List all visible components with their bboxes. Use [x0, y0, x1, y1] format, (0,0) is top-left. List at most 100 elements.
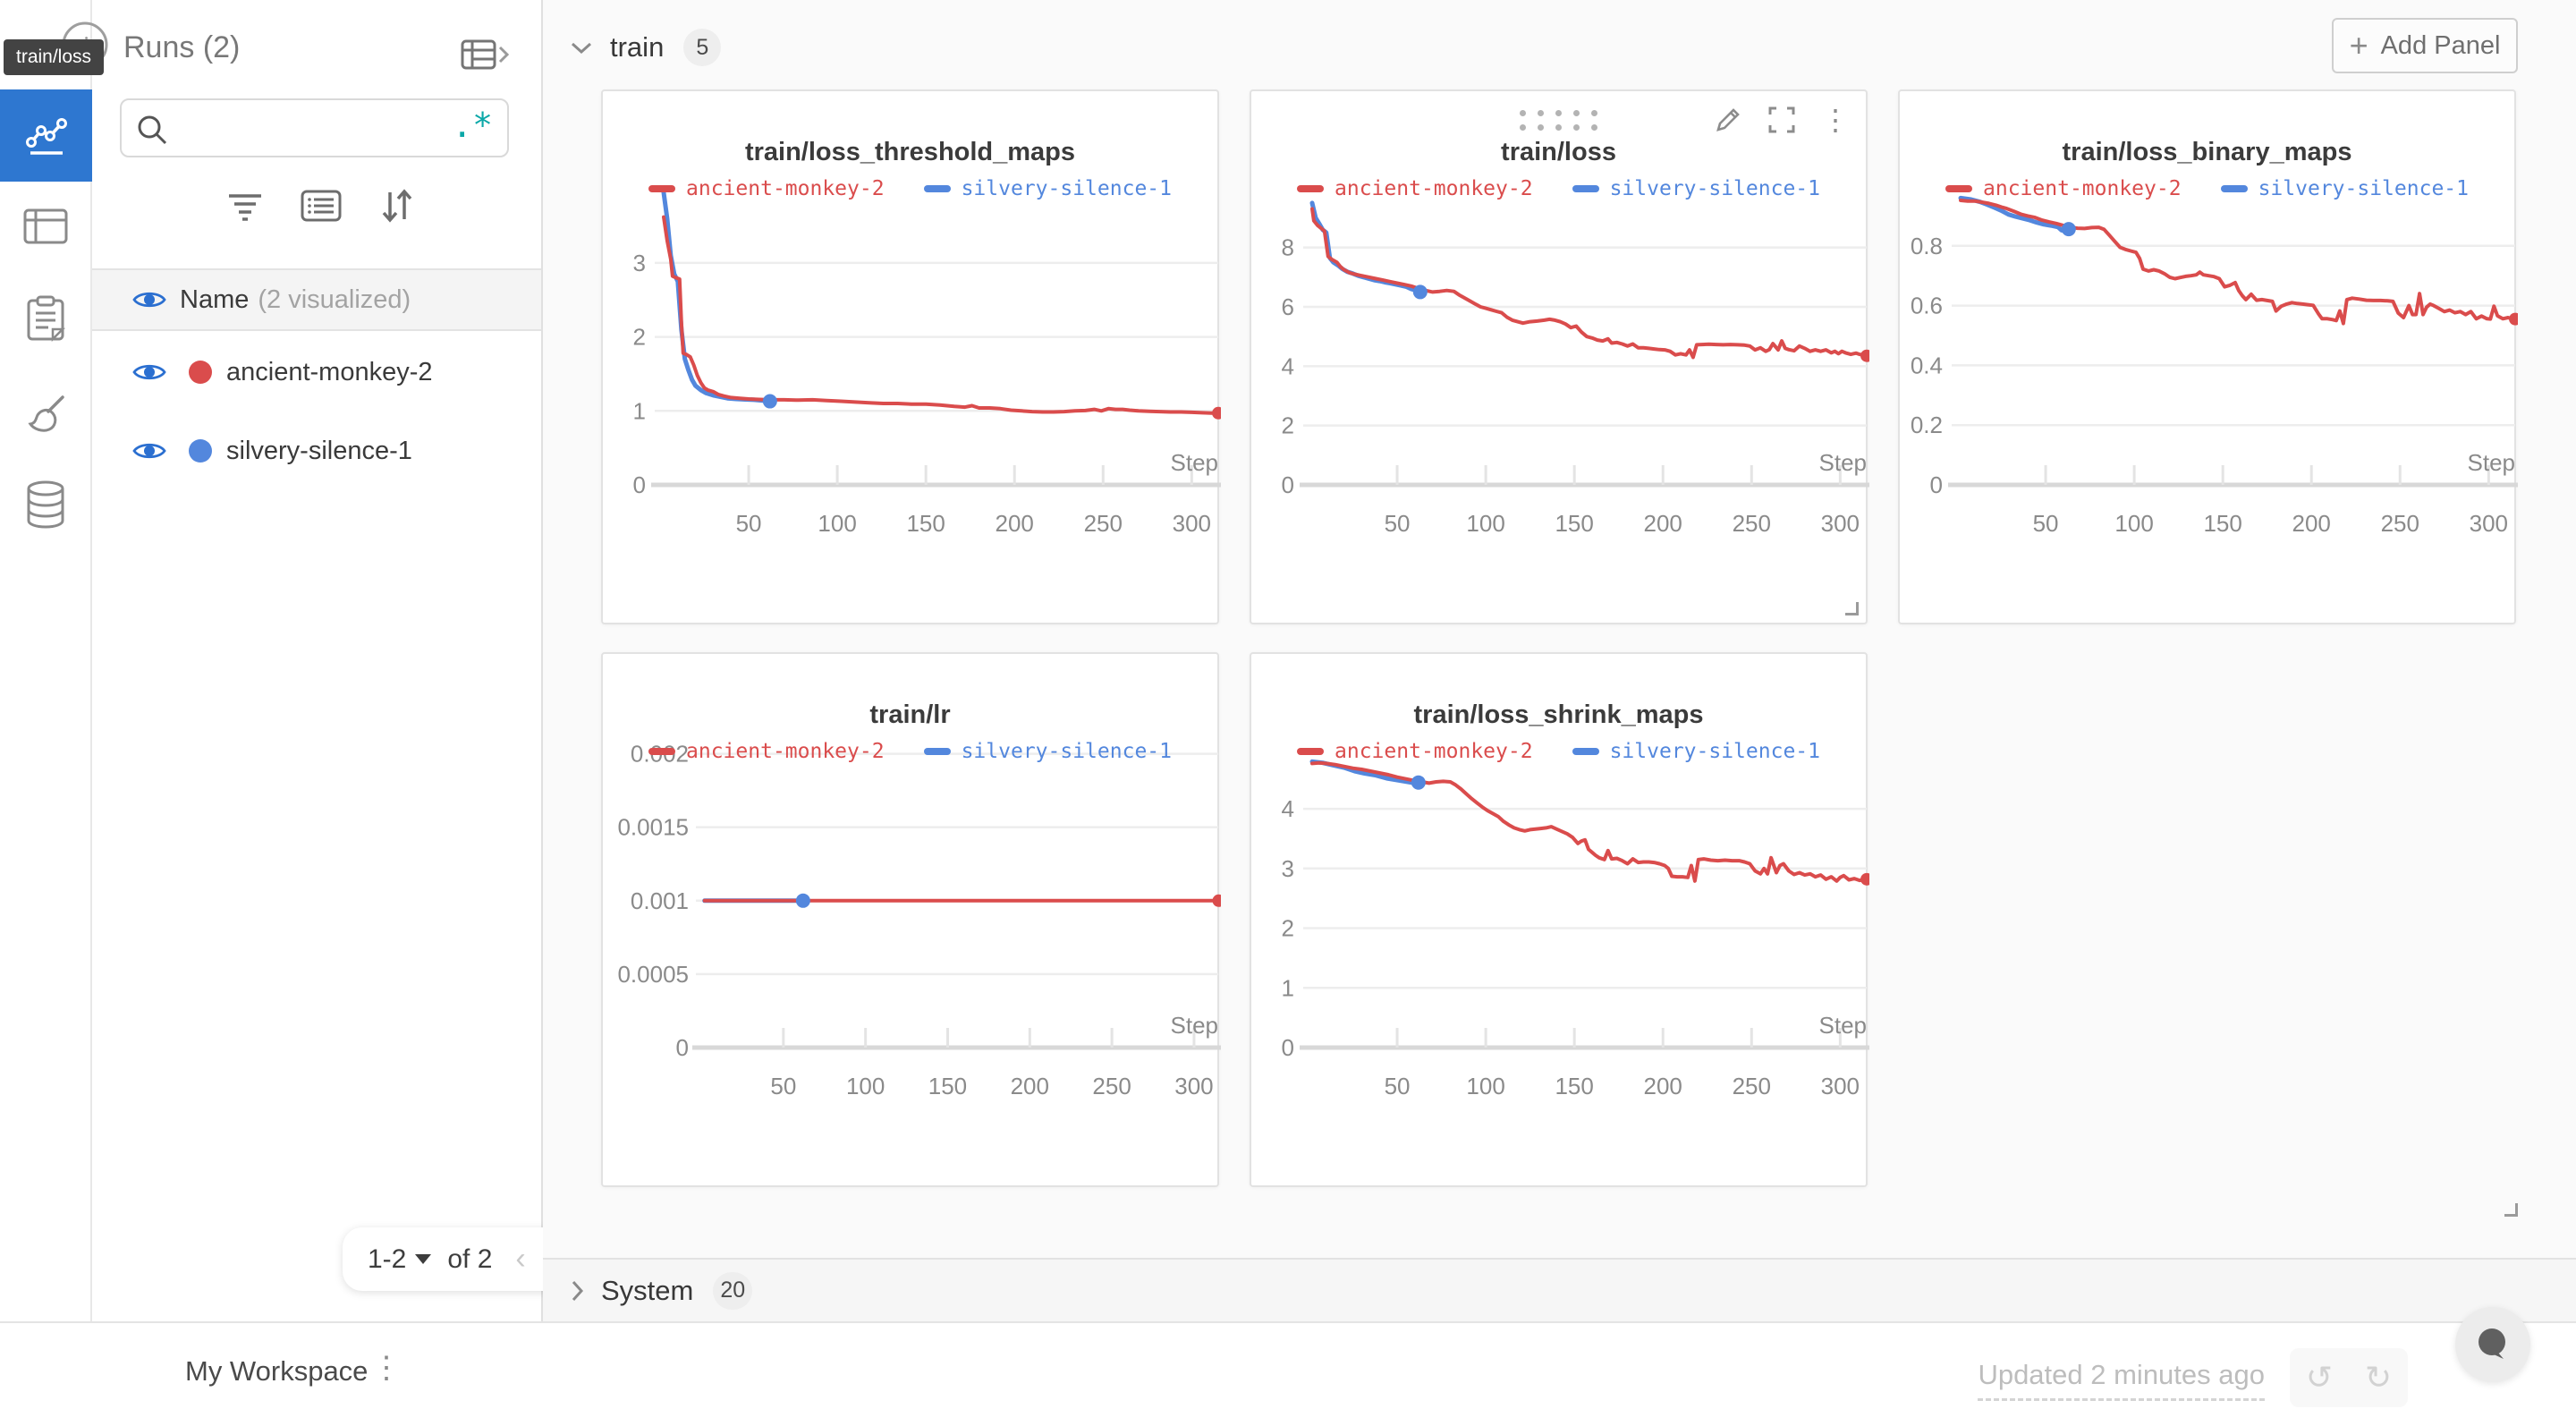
run-color-dot [189, 361, 212, 384]
line-chart-icon [25, 117, 67, 155]
svg-text:Step: Step [1171, 449, 1219, 476]
legend-dash [923, 748, 951, 755]
chart-panel[interactable]: 0 1 2 3 4 50 100 150 200 250 300 Step train/loss_sh… [1250, 652, 1869, 1187]
chart-panel[interactable]: 00.00050.0010.00150.00250100150200250300… [601, 652, 1221, 1187]
svg-text:3: 3 [633, 250, 646, 276]
runs-column-header[interactable]: Name (2 visualized) [92, 268, 541, 331]
legend-dash [1297, 748, 1325, 755]
chevron-down-icon[interactable] [569, 39, 594, 55]
fullscreen-panel-button[interactable] [1766, 104, 1798, 136]
visualized-count-label: (2 visualized) [258, 284, 411, 314]
nav-item-workspace[interactable] [0, 89, 92, 182]
legend-item[interactable]: ancient-monkey-2 [648, 740, 885, 763]
clipboard-icon [27, 295, 65, 342]
chevron-right-icon[interactable] [569, 1278, 585, 1303]
svg-text:150: 150 [906, 510, 945, 537]
columns-button[interactable] [298, 182, 344, 229]
legend-dash [2220, 185, 2248, 192]
legend-item[interactable]: ancient-monkey-2 [1297, 177, 1533, 200]
edit-panel-button[interactable] [1712, 104, 1744, 136]
nav-item-artifacts[interactable] [19, 478, 72, 531]
legend-dash [1297, 185, 1325, 192]
svg-text:0.6: 0.6 [1911, 293, 1943, 319]
legend-item[interactable]: silvery-silence-1 [1572, 740, 1820, 763]
svg-text:0.4: 0.4 [1911, 352, 1943, 378]
legend-item[interactable]: ancient-monkey-2 [1297, 740, 1533, 763]
panel-kebab-menu[interactable]: ⋮ [1821, 104, 1850, 136]
add-panel-label: Add Panel [2380, 30, 2501, 60]
legend-run-name: silvery-silence-1 [1609, 740, 1820, 763]
search-input[interactable] [175, 104, 444, 152]
runs-list: ancient-monkey-2 silvery-silence-1 [92, 333, 541, 490]
legend-item[interactable]: silvery-silence-1 [1572, 177, 1820, 200]
legend-run-name: silvery-silence-1 [961, 177, 1172, 200]
undo-button[interactable]: ↺ [2305, 1359, 2334, 1396]
line-chart[interactable]: 0 2 4 6 8 50 100 150 200 250 300 Step [1251, 91, 1869, 623]
chart-title: train/loss [1501, 138, 1616, 166]
filter-button[interactable] [222, 182, 268, 229]
chart-title: train/loss_binary_maps [2062, 138, 2352, 166]
sort-button[interactable] [374, 182, 420, 229]
svg-text:1: 1 [633, 397, 646, 424]
panel-resize-handle[interactable] [1845, 602, 1859, 615]
drag-handle-dots[interactable] [1514, 106, 1604, 134]
workspace-kebab-icon[interactable]: ⋮ [371, 1351, 402, 1385]
chart-panel[interactable]: 0 1 2 3 50 100 150 200 250 300 Step train/loss_thr… [601, 89, 1221, 624]
svg-text:200: 200 [1011, 1073, 1049, 1099]
page-size-caret-icon[interactable] [415, 1254, 432, 1264]
page-range[interactable]: 1-2 [368, 1244, 407, 1274]
train-section-label[interactable]: train [610, 31, 665, 63]
workspace-title[interactable]: My Workspace [185, 1355, 369, 1387]
svg-text:50: 50 [1385, 1073, 1411, 1099]
legend-item[interactable]: silvery-silence-1 [2220, 177, 2469, 200]
legend-run-name: ancient-monkey-2 [1335, 177, 1533, 200]
svg-text:0: 0 [676, 1034, 689, 1061]
svg-text:250: 250 [1084, 510, 1123, 537]
updated-status[interactable]: Updated 2 minutes ago [1978, 1359, 2265, 1401]
svg-text:100: 100 [1466, 510, 1504, 537]
legend-dash [1572, 185, 1599, 192]
collapse-sidebar-button[interactable] [461, 38, 513, 72]
line-chart[interactable]: 00.00050.0010.00150.00250100150200250300… [603, 654, 1221, 1185]
visibility-eye-icon[interactable] [131, 437, 167, 464]
legend-item[interactable]: ancient-monkey-2 [648, 177, 885, 200]
nav-item-logs[interactable] [19, 292, 72, 345]
svg-text:300: 300 [1174, 1073, 1213, 1099]
svg-text:50: 50 [2033, 510, 2059, 537]
legend-run-name: ancient-monkey-2 [686, 177, 885, 200]
nav-item-sweeps[interactable] [19, 387, 72, 441]
chart-panel[interactable]: 0 0.2 0.4 0.6 0.8 50 100 150 200 250 300 Step train… [1898, 89, 2518, 624]
chart-panel[interactable]: 0 2 4 6 8 50 100 150 200 250 300 Step train/loss an… [1250, 89, 1869, 624]
runs-header: Runs (2) [92, 23, 541, 77]
legend-run-name: ancient-monkey-2 [1983, 177, 2182, 200]
svg-text:0.8: 0.8 [1911, 233, 1943, 259]
add-panel-button[interactable]: + Add Panel [2332, 18, 2518, 73]
legend-item[interactable]: silvery-silence-1 [923, 177, 1172, 200]
train-section-header[interactable]: train 5 [543, 20, 722, 75]
system-panel-count-badge: 20 [713, 1271, 753, 1310]
nav-item-runs-table[interactable] [19, 199, 72, 253]
chart-legend: ancient-monkey-2 silvery-silence-1 [603, 177, 1217, 200]
system-section-label[interactable]: System [601, 1274, 694, 1306]
visibility-eye-icon[interactable] [131, 359, 167, 386]
redo-button[interactable]: ↻ [2364, 1359, 2393, 1396]
line-chart[interactable]: 0 1 2 3 4 50 100 150 200 250 300 Step [1251, 654, 1869, 1185]
section-resize-handle[interactable] [2504, 1203, 2518, 1217]
system-section-header[interactable]: System 20 [543, 1258, 2576, 1321]
run-search: .* [120, 98, 509, 157]
line-chart[interactable]: 0 1 2 3 50 100 150 200 250 300 Step [603, 91, 1221, 623]
svg-text:50: 50 [736, 510, 762, 537]
prev-page-button[interactable]: ‹ [515, 1242, 526, 1276]
svg-text:0.0005: 0.0005 [617, 961, 689, 988]
regex-toggle-icon[interactable]: .* [452, 106, 493, 145]
line-chart[interactable]: 0 0.2 0.4 0.6 0.8 50 100 150 200 250 300 Step [1900, 91, 2518, 623]
svg-text:Step: Step [1819, 1012, 1868, 1039]
visibility-all-eye-icon[interactable] [131, 286, 167, 313]
run-row[interactable]: ancient-monkey-2 [92, 333, 541, 412]
chat-button[interactable] [2455, 1307, 2530, 1382]
run-row[interactable]: silvery-silence-1 [92, 412, 541, 490]
runs-title: Runs (2) [123, 30, 241, 64]
legend-item[interactable]: silvery-silence-1 [923, 740, 1172, 763]
svg-text:150: 150 [1555, 510, 1593, 537]
legend-item[interactable]: ancient-monkey-2 [1945, 177, 2182, 200]
